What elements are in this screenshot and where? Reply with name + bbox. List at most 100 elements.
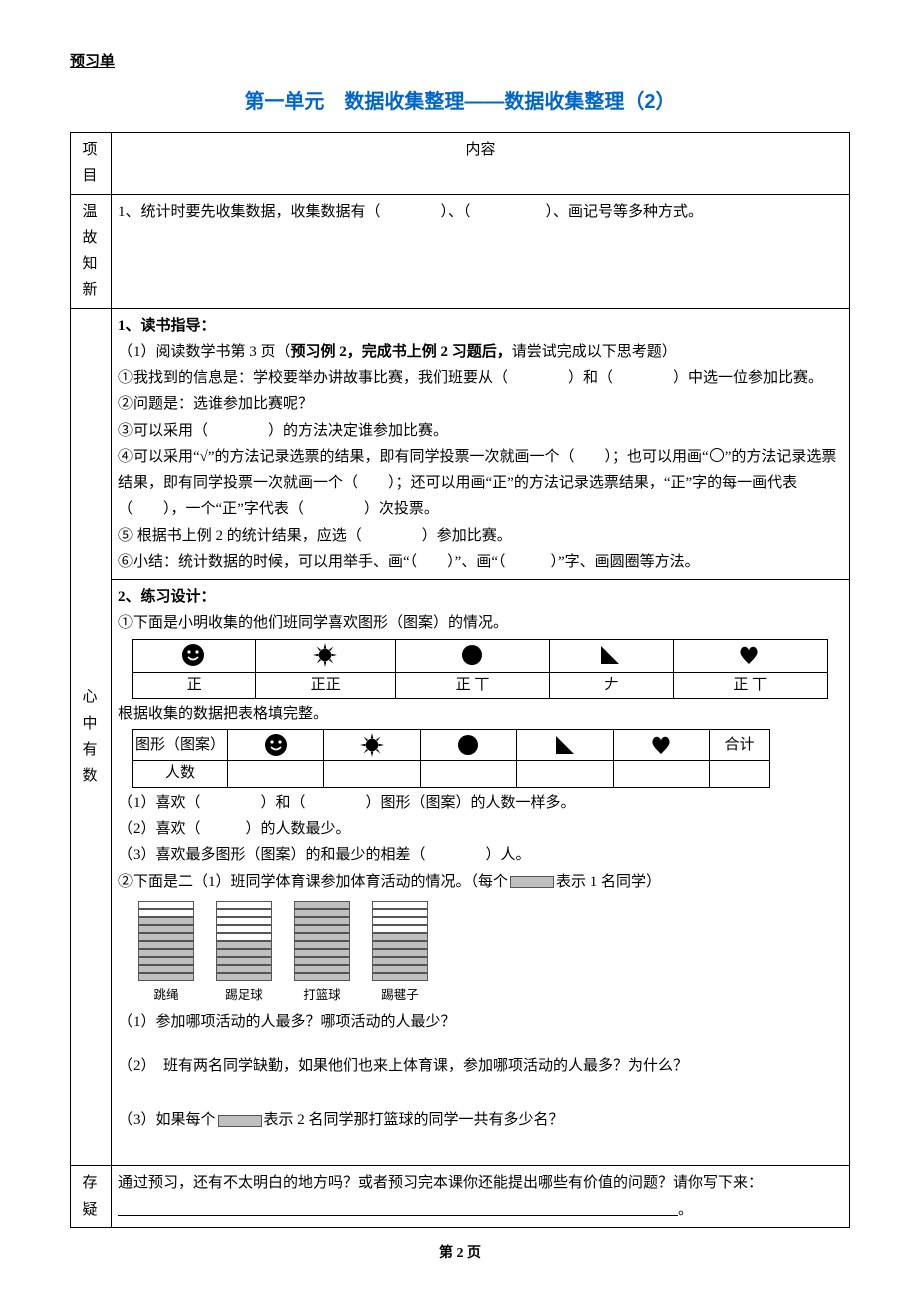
practice-intro-1: ①下面是小明收集的他们班同学喜欢图形（图案）的情况。 bbox=[118, 610, 843, 636]
guide-line-6: ⑤ 根据书上例 2 的统计结果，应选（ ）参加比赛。 bbox=[118, 523, 843, 549]
summary-blank-4[interactable] bbox=[613, 761, 709, 788]
picto-block bbox=[138, 933, 194, 941]
picto-block bbox=[216, 917, 272, 925]
guide-line-7: ⑥小结：统计数据的时候，可以用举手、画“（ ）”、画“（ ）”字、画圆圈等方法。 bbox=[118, 549, 843, 575]
row-label-doubt: 存疑 bbox=[71, 1166, 112, 1228]
tally-icon-circle bbox=[395, 639, 549, 672]
tally-icon-sun bbox=[256, 639, 395, 672]
review-content: 1、统计时要先收集数据，收集数据有（ ）、（ ）、画记号等多种方式。 bbox=[112, 194, 850, 308]
header-cell-right: 内容 bbox=[112, 133, 850, 195]
tally-val-2: 正 丅 bbox=[395, 672, 549, 699]
picto-block bbox=[138, 925, 194, 933]
tally-val-4: 正 丅 bbox=[673, 672, 827, 699]
picto-block bbox=[138, 965, 194, 973]
picto-label: 打篮球 bbox=[303, 985, 341, 1007]
picto-block bbox=[294, 957, 350, 965]
tally-val-0: 正 bbox=[133, 672, 256, 699]
legend-block-icon-2 bbox=[218, 1115, 262, 1127]
picto-block bbox=[138, 909, 194, 917]
picto-block bbox=[216, 949, 272, 957]
guide-line-5: ④可以采用“√”的方法记录选票的结果，即有同学投票一次就画一个（ ）；也可以用画… bbox=[118, 444, 843, 523]
summary-total-hdr: 合计 bbox=[710, 730, 770, 761]
picto-block bbox=[294, 965, 350, 973]
picto-block bbox=[372, 941, 428, 949]
summary-icon-sun bbox=[324, 730, 420, 761]
picto-q1: （1）参加哪项活动的人最多？哪项活动的人最少？ bbox=[118, 1009, 843, 1035]
picto-label: 踢足球 bbox=[225, 985, 263, 1007]
picto-q2: （2） 班有两名同学缺勤，如果他们也来上体育课，参加哪项活动的人最多？为什么？ bbox=[118, 1053, 843, 1079]
guide-line-3: ②问题是：选谁参加比赛呢？ bbox=[118, 391, 843, 417]
page-number: 第 2 页 bbox=[70, 1242, 850, 1262]
doubt-content: 通过预习，还有不太明白的地方吗？或者预习完本课你还能提出哪些有价值的问题？请你写… bbox=[112, 1166, 850, 1228]
picto-block bbox=[216, 965, 272, 973]
legend-block-icon bbox=[510, 876, 554, 888]
picto-block bbox=[372, 973, 428, 981]
summary-blank-1[interactable] bbox=[324, 761, 420, 788]
guide-line-2: ①我找到的信息是：学校要举办讲故事比赛，我们班要从（ ）和（ ）中选一位参加比赛… bbox=[118, 365, 843, 391]
picto-block bbox=[372, 901, 428, 909]
picto-block bbox=[294, 973, 350, 981]
picto-block bbox=[294, 901, 350, 909]
picto-block bbox=[294, 933, 350, 941]
picto-block bbox=[372, 957, 428, 965]
practice-q1: （1）喜欢（ ）和（ ）图形（图案）的人数一样多。 bbox=[118, 790, 843, 816]
picto-block bbox=[372, 909, 428, 917]
picto-column: 踢足球 bbox=[216, 901, 272, 1007]
picto-block bbox=[216, 933, 272, 941]
practice-heading: 2、练习设计： bbox=[118, 584, 843, 610]
summary-blank-3[interactable] bbox=[517, 761, 613, 788]
practice-after-tally: 根据收集的数据把表格填完整。 bbox=[118, 701, 843, 727]
summary-blank-2[interactable] bbox=[420, 761, 516, 788]
pictogram-chart: 跳绳 踢足球 打篮球 踢毽子 bbox=[138, 901, 843, 1007]
tally-val-3: 𠂇 bbox=[550, 672, 673, 699]
main-worksheet-table: 项目 内容 温 故 知 新 1、统计时要先收集数据，收集数据有（ ）、（ ）、画… bbox=[70, 132, 850, 1228]
summary-row2-label: 人数 bbox=[133, 761, 228, 788]
circle-icon bbox=[710, 448, 724, 462]
picto-q3: （3）如果每个表示 2 名同学那打篮球的同学一共有多少名？ bbox=[118, 1107, 843, 1133]
picto-block bbox=[216, 957, 272, 965]
summary-icon-heart bbox=[613, 730, 709, 761]
preview-sheet-label: 预习单 bbox=[70, 50, 850, 71]
tally-icon-triangle bbox=[550, 639, 673, 672]
picto-block bbox=[138, 957, 194, 965]
picto-column: 跳绳 bbox=[138, 901, 194, 1007]
row-label-study: 心 中 有 数 bbox=[71, 308, 112, 1166]
picto-block bbox=[294, 941, 350, 949]
guide-line-1: （1）阅读数学书第 3 页（预习例 2，完成书上例 2 习题后，请尝试完成以下思… bbox=[118, 339, 843, 365]
summary-blank-0[interactable] bbox=[228, 761, 324, 788]
summary-table: 图形（图案） 合计 人数 bbox=[132, 729, 770, 788]
picto-block bbox=[216, 901, 272, 909]
tally-icon-smiley bbox=[133, 639, 256, 672]
tally-table: 正 正正 正 丅 𠂇 正 丅 bbox=[132, 639, 828, 700]
picto-block bbox=[138, 941, 194, 949]
tally-val-1: 正正 bbox=[256, 672, 395, 699]
picto-label: 跳绳 bbox=[153, 985, 178, 1007]
picto-block bbox=[294, 909, 350, 917]
picto-block bbox=[138, 973, 194, 981]
picto-block bbox=[294, 925, 350, 933]
picto-block bbox=[138, 917, 194, 925]
summary-blank-total[interactable] bbox=[710, 761, 770, 788]
page-title: 第一单元 数据收集整理——数据收集整理（2） bbox=[70, 85, 850, 114]
guide-line-4: ③可以采用（ ）的方法决定谁参加比赛。 bbox=[118, 418, 843, 444]
picto-label: 踢毽子 bbox=[381, 985, 419, 1007]
guide-heading: 1、读书指导： bbox=[118, 313, 843, 339]
picto-block bbox=[216, 909, 272, 917]
practice-intro-2: ②下面是二（1）班同学体育课参加体育活动的情况。（每个表示 1 名同学） bbox=[118, 869, 843, 895]
picto-block bbox=[294, 917, 350, 925]
picto-block bbox=[372, 933, 428, 941]
summary-hdr: 图形（图案） bbox=[133, 730, 228, 761]
picto-column: 打篮球 bbox=[294, 901, 350, 1007]
practice-q2: （2）喜欢（ ）的人数最少。 bbox=[118, 816, 843, 842]
picto-column: 踢毽子 bbox=[372, 901, 428, 1007]
picto-block bbox=[372, 925, 428, 933]
picto-block bbox=[372, 949, 428, 957]
summary-icon-triangle bbox=[517, 730, 613, 761]
picto-block bbox=[216, 941, 272, 949]
summary-icon-smiley bbox=[228, 730, 324, 761]
picto-block bbox=[372, 965, 428, 973]
study-content: 1、读书指导： （1）阅读数学书第 3 页（预习例 2，完成书上例 2 习题后，… bbox=[112, 308, 850, 1166]
row-label-review: 温 故 知 新 bbox=[71, 194, 112, 308]
answer-line[interactable] bbox=[118, 1215, 678, 1216]
header-cell-left: 项目 bbox=[71, 133, 112, 195]
